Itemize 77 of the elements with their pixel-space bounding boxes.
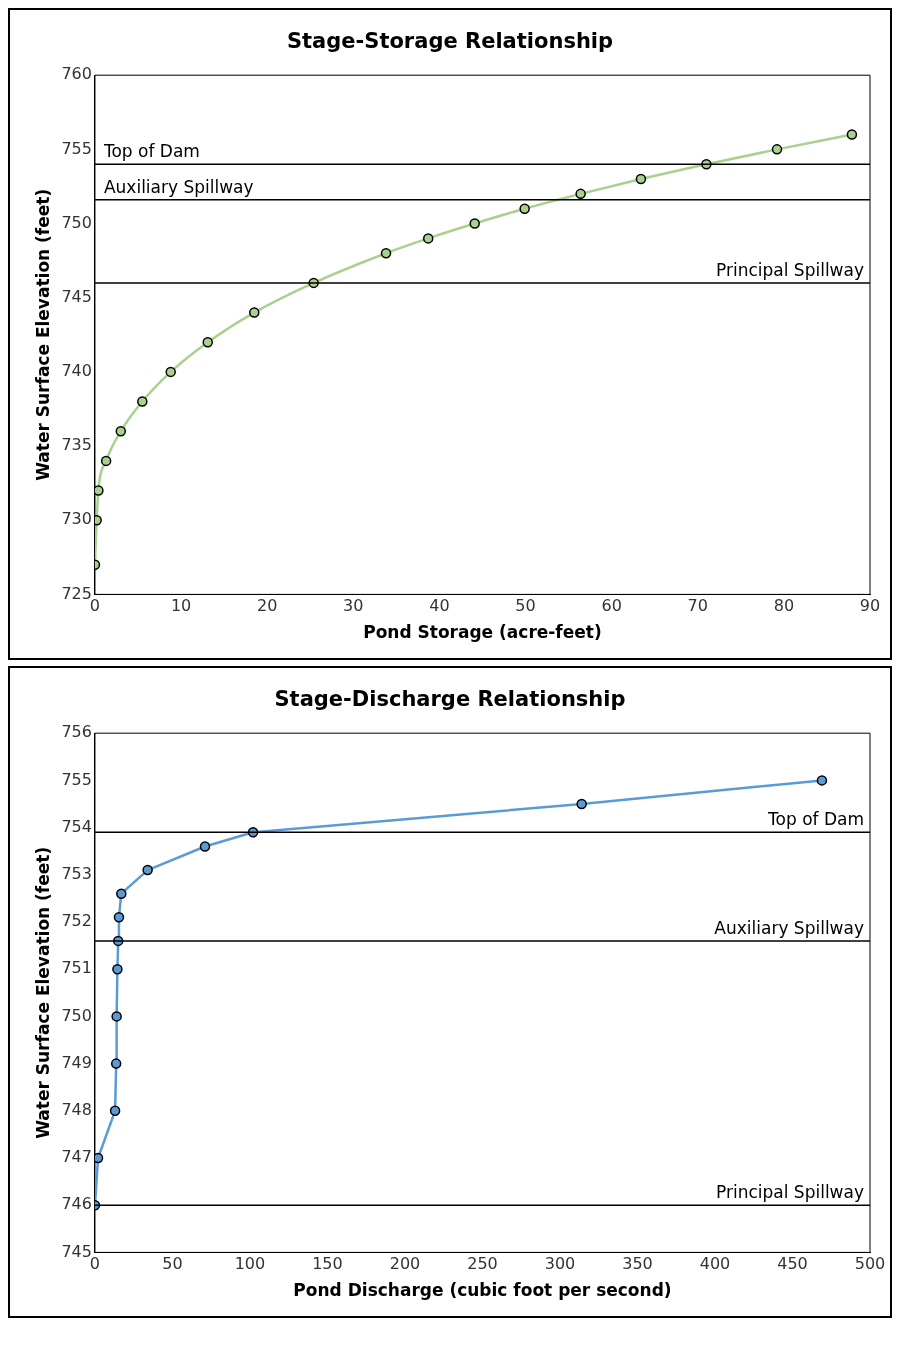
y-tick-label: 725 <box>61 583 92 603</box>
x-tick-label: 10 <box>170 596 192 616</box>
x-tick-label: 50 <box>162 1254 183 1274</box>
chart-title: Stage-Discharge Relationship <box>274 687 626 712</box>
y-tick-label: 747 <box>61 1147 92 1167</box>
ref-line-label: Top of Dam <box>102 141 200 162</box>
point <box>635 173 647 185</box>
ref-line-label: Top of Dam <box>767 809 864 830</box>
point <box>94 1152 104 1164</box>
x-tick-label: 150 <box>312 1254 343 1274</box>
x-tick-label: 40 <box>429 596 450 616</box>
y-tick-label: 751 <box>61 958 92 978</box>
ref-line-label: Principal Spillway <box>716 259 864 280</box>
y-tick-label: 750 <box>61 212 92 232</box>
point <box>469 218 480 229</box>
point <box>110 1058 122 1069</box>
y-tick-label: 745 <box>61 1241 92 1261</box>
x-tick-label: 400 <box>699 1254 731 1274</box>
y-tick-label: 753 <box>61 863 92 883</box>
x-tick-label: 80 <box>773 596 795 616</box>
point <box>94 485 104 496</box>
y-tick-label: 750 <box>61 1005 92 1025</box>
x-tick-label: 50 <box>515 596 536 616</box>
x-tick-label: 30 <box>343 596 364 616</box>
point <box>249 307 260 318</box>
y-tick-label: 745 <box>61 286 92 306</box>
x-tick-label: 200 <box>389 1254 421 1274</box>
point <box>116 888 127 899</box>
point <box>112 963 123 975</box>
point <box>115 425 127 437</box>
x-tick-label: 300 <box>544 1254 576 1274</box>
chart-title: Stage-Storage Relationship <box>286 29 614 54</box>
y-tick-label: 754 <box>61 816 92 836</box>
y-tick-label: 735 <box>61 435 92 455</box>
ref-line-label: Auxiliary Spillway <box>103 176 254 197</box>
y-tick-label: 755 <box>61 769 92 789</box>
point <box>109 1105 121 1117</box>
point <box>575 188 586 200</box>
y-tick-label: 749 <box>61 1052 92 1072</box>
point <box>202 336 213 348</box>
x-tick-label: 60 <box>601 596 622 616</box>
y-tick-label: 755 <box>61 138 92 158</box>
point <box>519 203 530 214</box>
x-tick-label: 100 <box>234 1254 266 1274</box>
y-tick-label: 746 <box>61 1194 92 1214</box>
y-tick-label: 748 <box>61 1099 92 1119</box>
x-tick-label: 450 <box>777 1254 808 1274</box>
point <box>576 798 587 810</box>
ref-line-label: Auxiliary Spillway <box>714 917 864 938</box>
x-tick-label: 70 <box>687 596 708 616</box>
point <box>771 144 783 155</box>
ref-line-label: Principal Spillway <box>716 1182 864 1203</box>
x-axis-title: Pond Discharge (cubic foot per second) <box>293 1280 672 1301</box>
point <box>846 129 858 140</box>
x-tick-label: 500 <box>854 1254 886 1274</box>
y-tick-label: 760 <box>61 64 92 84</box>
point <box>422 233 434 244</box>
point <box>165 366 176 378</box>
y-tick-label: 740 <box>61 361 92 381</box>
y-axis-title: Water Surface Elevation (feet) <box>32 188 53 481</box>
point <box>113 912 125 923</box>
point <box>199 841 211 852</box>
y-axis-title: Water Surface Elevation (feet) <box>32 846 53 1139</box>
y-tick-label: 752 <box>61 911 92 931</box>
x-tick-label: 350 <box>622 1254 653 1274</box>
x-tick-label: 90 <box>859 596 881 616</box>
y-tick-label: 756 <box>61 722 92 742</box>
point <box>380 247 392 259</box>
point <box>111 1011 122 1022</box>
point <box>816 775 828 786</box>
point <box>137 396 148 407</box>
x-axis-title: Pond Storage (acre-feet) <box>363 622 602 643</box>
x-tick-label: 20 <box>257 596 278 616</box>
point <box>100 455 112 467</box>
x-tick-label: 250 <box>467 1254 498 1274</box>
point <box>142 864 153 876</box>
y-tick-label: 730 <box>61 509 92 529</box>
